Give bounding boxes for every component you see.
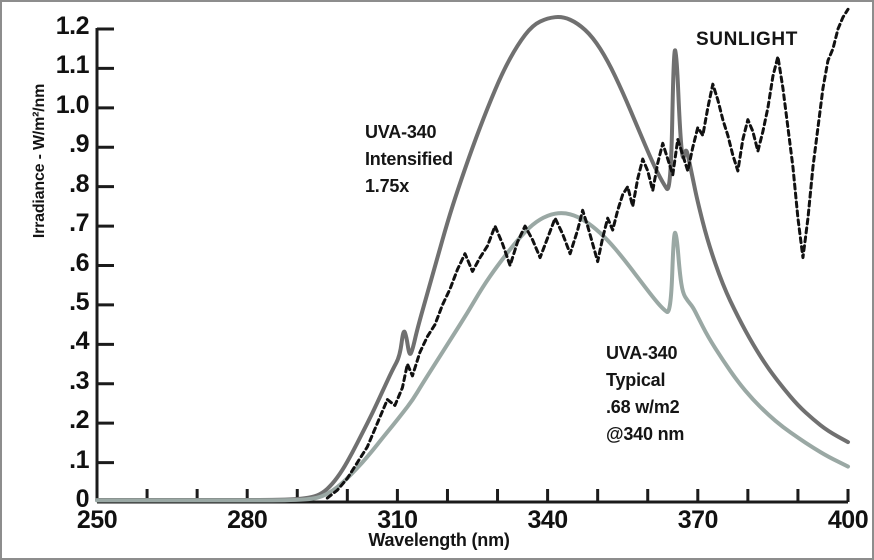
series-line [95,211,850,503]
chart-series [95,7,850,503]
y-axis-tick-label: 1.0 [55,90,90,119]
x-axis-tick-label: 370 [677,506,719,534]
x-axis-tick-label: 400 [827,506,869,534]
y-axis-tick-label: .6 [69,248,89,277]
y-axis-tick-label: 0 [75,485,90,513]
x-axis-title: Wavelength (nm) [368,530,510,550]
chart-axes [95,27,850,504]
annotation-uva-340-intensified: UVA-340 Intensified 1.75x [365,122,453,196]
y-axis-tick-label: .3 [69,366,89,395]
x-axis-tick-label: 280 [227,506,268,534]
y-axis-tick-label: .8 [69,169,89,198]
y-axis-tick-label: .2 [69,406,89,435]
y-axis-tick-label: 1.1 [55,51,90,80]
y-axis-tick-label: 1.2 [55,12,90,40]
series-line [325,7,850,500]
x-axis-tick-label: 310 [377,506,418,534]
series-line [95,15,850,503]
y-axis-tick-label: .5 [69,287,89,316]
y-axis-tick-label: .1 [69,445,89,474]
y-axis-tick-label: .7 [69,209,89,238]
y-axis-tick-label: .4 [69,327,89,356]
x-axis-tick-label: 340 [527,506,568,534]
y-axis-tick-label: .9 [69,130,89,159]
annotation-uva-340-typical: UVA-340 Typical .68 w/m2 @340 nm [606,343,685,444]
x-axis-tick-label: 250 [76,506,118,534]
annotation-sunlight: SUNLIGHT [696,29,798,50]
